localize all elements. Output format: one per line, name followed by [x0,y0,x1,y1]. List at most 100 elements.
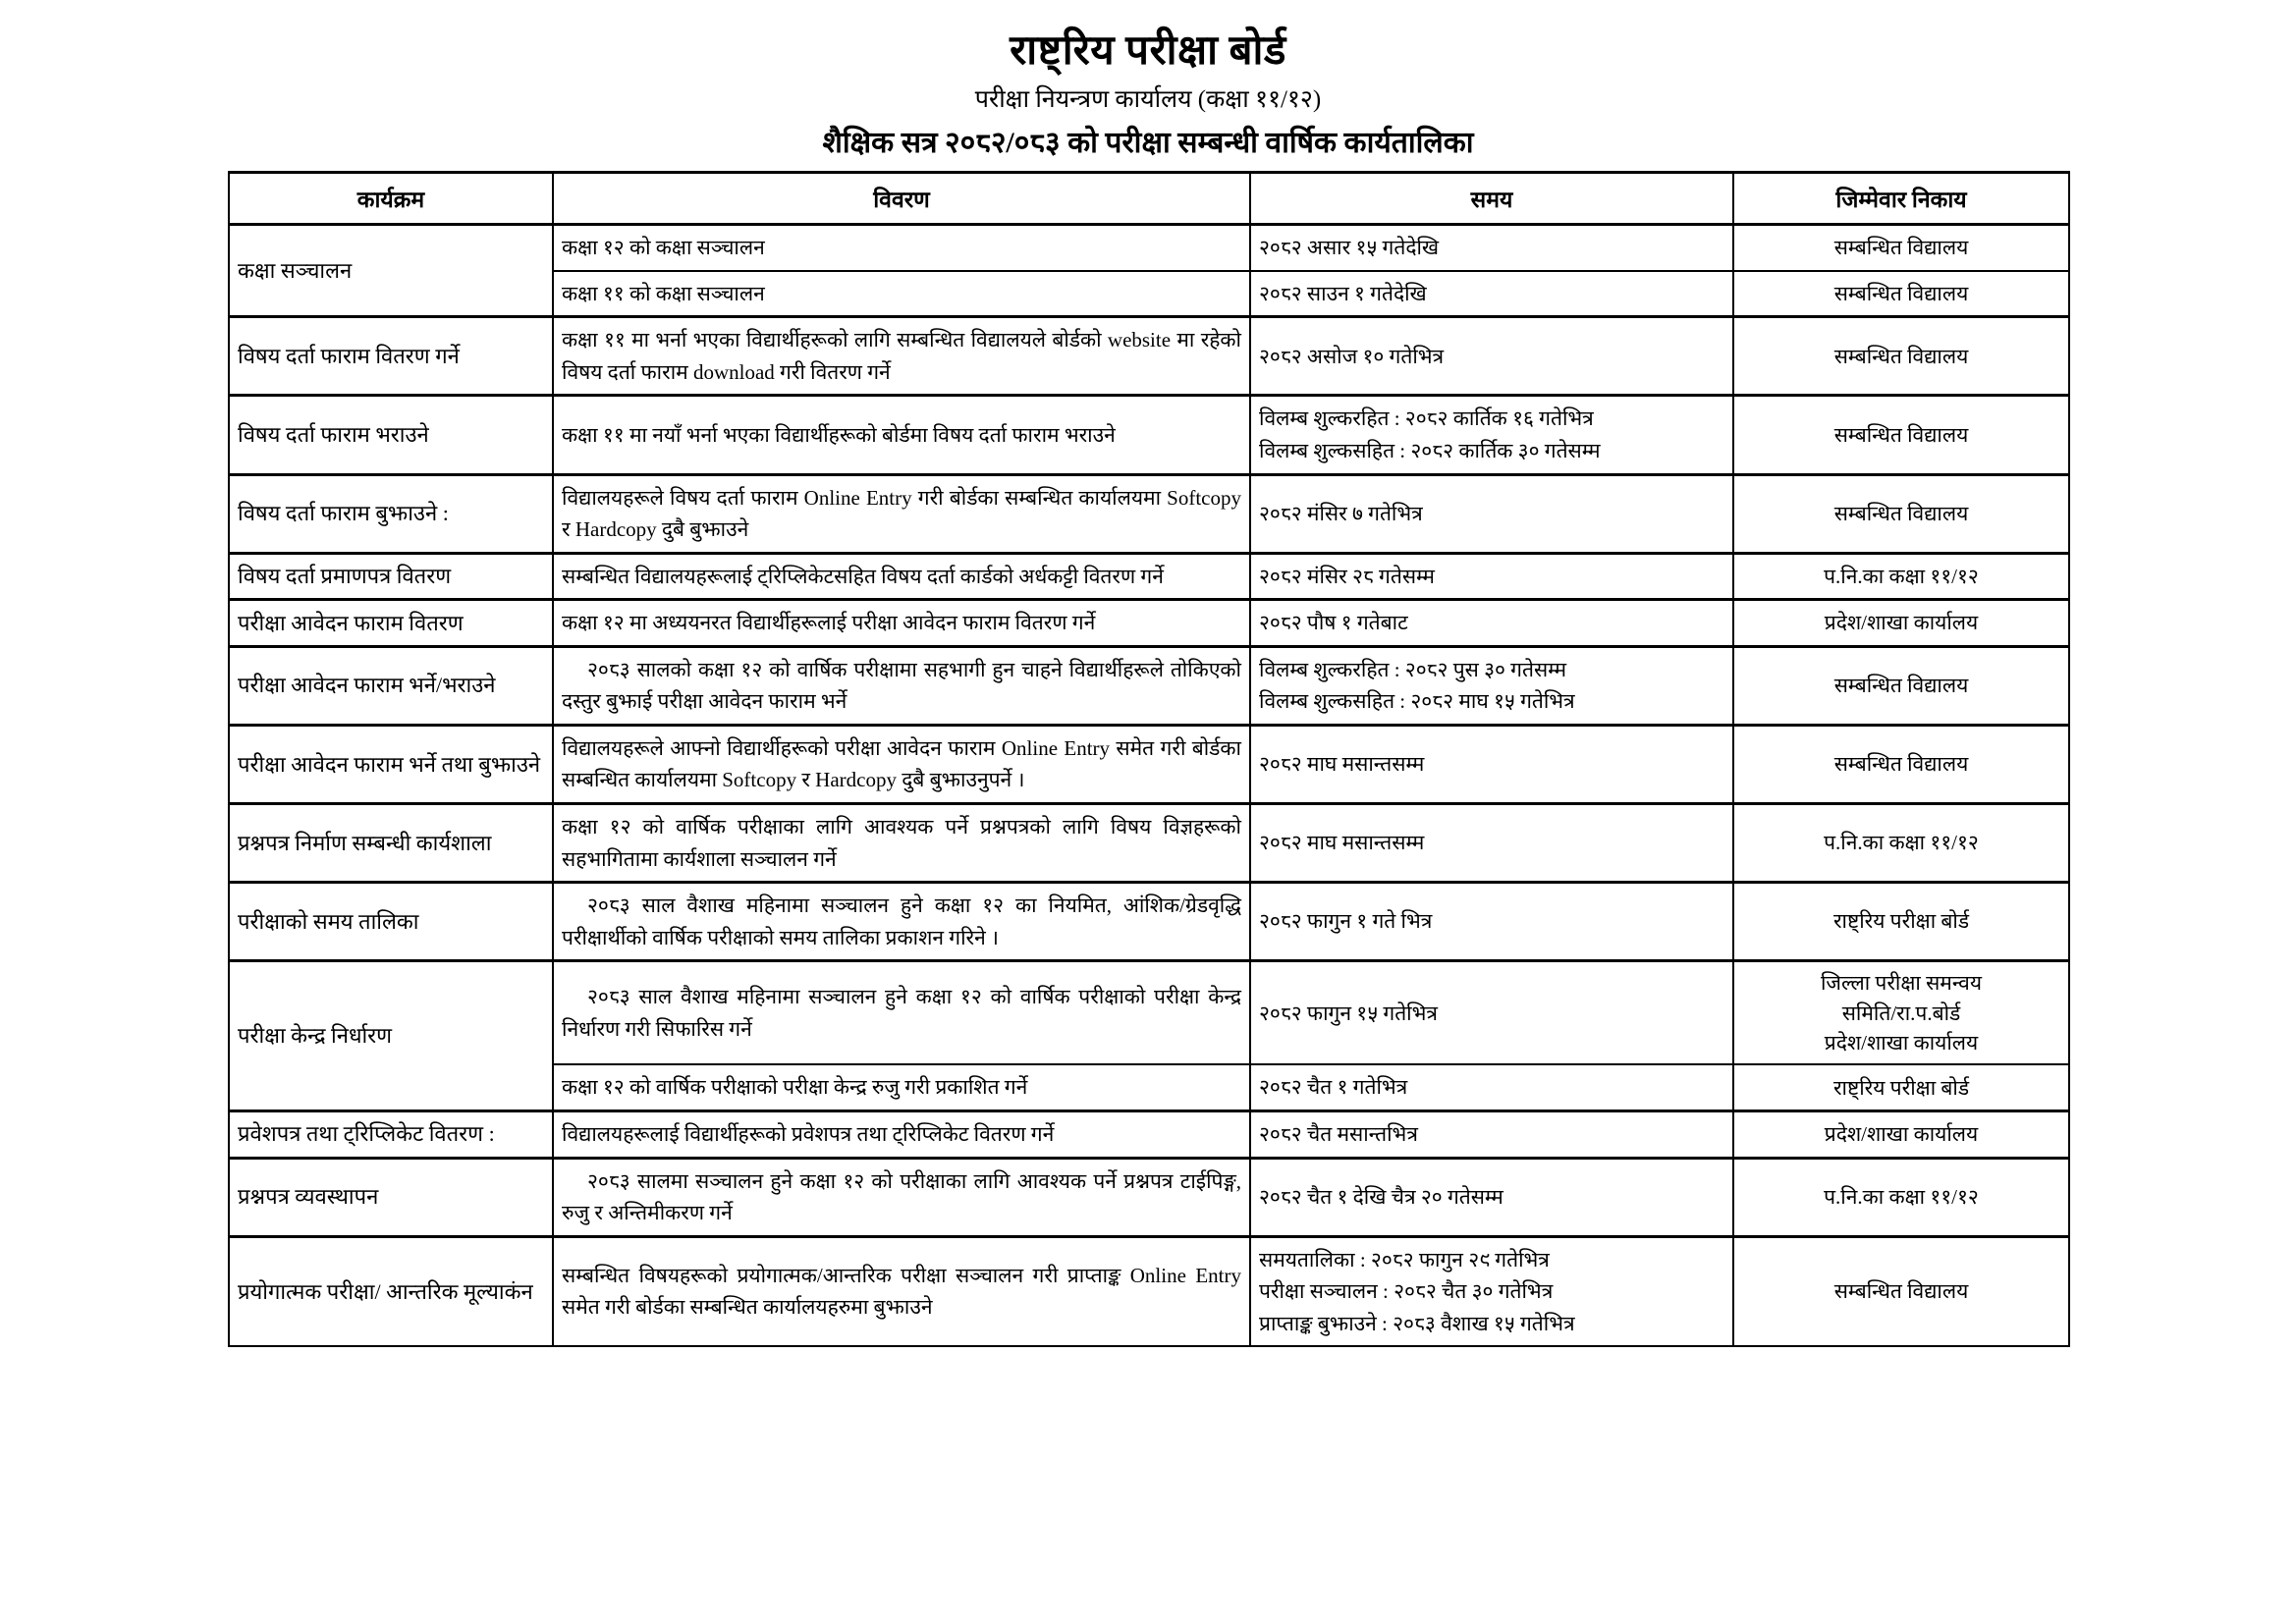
cell-authority: सम्बन्धित विद्यालय [1732,223,2070,272]
table-row: विषय दर्ता फाराम बुझाउने : विद्यालयहरूले … [228,472,2070,555]
cell-detail: कक्षा १२ को वार्षिक परीक्षाको परीक्षा के… [552,1063,1251,1112]
cell-detail: विद्यालयहरूले आफ्नो विद्यार्थीहरूको परीक… [552,723,1251,805]
authority-line: प्रदेश/शाखा कार्यालय [1824,1031,1979,1056]
cell-time: २०८२ चैत १ गतेभित्र [1249,1063,1734,1112]
cell-authority: प्रदेश/शाखा कार्यालय [1732,598,2070,648]
cell-program: परीक्षा आवेदन फाराम भर्ने/भराउने [228,644,554,727]
table-header-row: कार्यक्रम विवरण समय जिम्मेवार निकाय [228,171,2070,227]
time-line: विलम्ब शुल्करहित : २०८२ पुस ३० गतेसम्म [1259,657,1567,681]
cell-program: प्रश्नपत्र व्यवस्थापन [228,1156,554,1238]
cell-time: २०८२ असार १५ गतेदेखि [1249,223,1734,272]
cell-authority: प.नि.का कक्षा ११/१२ [1732,1156,2070,1238]
cell-time: २०८२ असोज १० गतेभित्र [1249,315,1734,397]
cell-authority: सम्बन्धित विद्यालय [1732,269,2070,318]
cell-detail: विद्यालयहरूले विषय दर्ता फाराम Online En… [552,472,1251,555]
cell-detail: कक्षा ११ मा भर्ना भएका विद्यार्थीहरूको ल… [552,315,1251,397]
cell-detail: कक्षा ११ मा नयाँ भर्ना भएका विद्यार्थीहर… [552,394,1251,476]
cell-time: २०८२ पौष १ गतेबाट [1249,598,1734,648]
cell-program: विषय दर्ता फाराम वितरण गर्ने [228,315,554,397]
cell-time: २०८२ चैत १ देखि चैत्र २० गतेसम्म [1249,1156,1734,1238]
cell-authority: सम्बन्धित विद्यालय [1732,394,2070,476]
cell-detail: कक्षा ११ को कक्षा सञ्चालन [552,269,1251,318]
table-row: विषय दर्ता फाराम भराउने कक्षा ११ मा नयाँ … [228,394,2070,476]
cell-authority: राष्ट्रिय परीक्षा बोर्ड [1732,1063,2070,1112]
table-row: कक्षा सञ्चालन कक्षा १२ को कक्षा सञ्चालन २०… [228,223,2070,318]
cell-authority: सम्बन्धित विद्यालय [1732,472,2070,555]
cell-program: प्रश्नपत्र निर्माण सम्बन्धी कार्यशाला [228,801,554,884]
cell-program: परीक्षाको समय तालिका [228,881,554,962]
cell-program: कक्षा सञ्चालन [228,223,554,318]
cell-time: विलम्ब शुल्करहित : २०८२ कार्तिक १६ गतेभि… [1249,394,1734,476]
table-row: कक्षा ११ को कक्षा सञ्चालन २०८२ साउन १ गते… [229,269,2070,318]
cell-authority: सम्बन्धित विद्यालय [1732,315,2070,397]
page-title: राष्ट्रिय परीक्षा बोर्ड [1010,28,1286,74]
cell-authority: जिल्ला परीक्षा समन्वय समिति/रा.प.बोर्ड प्र… [1732,959,2070,1066]
cell-time: २०८२ मंसिर २८ गतेसम्म [1249,551,1734,601]
page-subtitle: परीक्षा नियन्त्रण कार्यालय (कक्षा ११/१२) [974,86,1322,114]
cell-detail: २०८३ सालमा सञ्चालन हुने कक्षा १२ को परीक… [552,1156,1251,1238]
cell-authority: प.नि.का कक्षा ११/१२ [1732,801,2070,884]
table-header: कार्यक्रम विवरण समय जिम्मेवार निकाय [228,171,2070,227]
column-header-detail: विवरण [552,171,1251,227]
time-line: विलम्ब शुल्करहित : २०८२ कार्तिक १६ गतेभि… [1259,406,1594,431]
time-line: विलम्ब शुल्कसहित : २०८२ कार्तिक ३० गतेसम… [1259,439,1601,463]
table-row: परीक्षा केन्द्र निर्धारण २०८३ साल वैशाख म… [228,959,2070,1112]
column-header-time: समय [1249,171,1734,227]
schedule-table-wrapper: कार्यक्रम विवरण समय जिम्मेवार निकाय कक्ष… [0,171,2296,1348]
time-line: परीक्षा सञ्चालन : २०८२ चैत ३० गतेभित्र [1259,1279,1554,1304]
cell-time: २०८२ साउन १ गतेदेखि [1249,269,1734,318]
cell-authority: राष्ट्रिय परीक्षा बोर्ड [1732,881,2070,962]
table-row: प्रयोगात्मक परीक्षा/ आन्तरिक मूल्याकंन सम… [228,1234,2070,1348]
academic-session-line: शैक्षिक सत्र २०८२/०८३ को परीक्षा सम्बन्ध… [822,126,1474,159]
cell-authority: प्रदेश/शाखा कार्यालय [1732,1110,2070,1160]
cell-time: २०८२ माघ मसान्तसम्म [1249,723,1734,805]
authority-line: जिल्ला परीक्षा समन्वय [1820,971,1982,996]
time-line: समयतालिका : २०८२ फागुन २९ गतेभित्र [1259,1247,1550,1272]
cell-detail: कक्षा १२ को वार्षिक परीक्षाका लागि आवश्य… [552,801,1251,884]
document-header: राष्ट्रिय परीक्षा बोर्ड परीक्षा नियन्त्र… [0,0,2296,161]
cell-program: विषय दर्ता प्रमाणपत्र वितरण [228,551,554,601]
cell-authority: सम्बन्धित विद्यालय [1732,723,2070,805]
cell-time: विलम्ब शुल्करहित : २०८२ पुस ३० गतेसम्म वि… [1249,644,1734,727]
cell-detail: २०८३ सालको कक्षा १२ को वार्षिक परीक्षामा… [552,644,1251,727]
table-row: परीक्षाको समय तालिका २०८३ साल वैशाख महिना… [228,881,2070,962]
cell-time: समयतालिका : २०८२ फागुन २९ गतेभित्र परीक्ष… [1249,1234,1734,1348]
table-row: विषय दर्ता फाराम वितरण गर्ने कक्षा ११ मा … [228,315,2070,397]
table-row: विषय दर्ता प्रमाणपत्र वितरण सम्बन्धित विद… [228,551,2070,601]
cell-program: प्रवेशपत्र तथा ट्रिप्लिकेट वितरण : [228,1110,554,1160]
cell-detail: कक्षा १२ मा अध्ययनरत विद्यार्थीहरूलाई पर… [552,598,1251,648]
cell-program: विषय दर्ता फाराम भराउने [228,394,554,476]
cell-program: परीक्षा केन्द्र निर्धारण [228,959,554,1112]
table-row: कक्षा १२ को वार्षिक परीक्षाको परीक्षा के… [229,1063,2070,1112]
cell-detail: विद्यालयहरूलाई विद्यार्थीहरूको प्रवेशपत्… [552,1110,1251,1160]
cell-time: २०८२ मंसिर ७ गतेभित्र [1249,472,1734,555]
table-row: परीक्षा आवेदन फाराम वितरण कक्षा १२ मा अध्… [228,598,2070,648]
cell-time: २०८२ चैत मसान्तभित्र [1249,1110,1734,1160]
cell-detail: सम्बन्धित विषयहरूको प्रयोगात्मक/आन्तरिक … [552,1234,1251,1348]
cell-time: २०८२ फागुन १५ गतेभित्र [1249,959,1734,1066]
column-header-authority: जिम्मेवार निकाय [1732,171,2070,227]
table-body: कक्षा सञ्चालन कक्षा १२ को कक्षा सञ्चालन २०… [228,223,2070,1348]
time-line: प्राप्ताङ्क बुझाउने : २०८३ वैशाख १५ गतेभ… [1259,1311,1575,1335]
table-row: प्रवेशपत्र तथा ट्रिप्लिकेट वितरण : विद्या… [228,1110,2070,1160]
cell-detail: २०८३ साल वैशाख महिनामा सञ्चालन हुने कक्ष… [552,881,1251,962]
cell-time: २०८२ माघ मसान्तसम्म [1249,801,1734,884]
table-row: परीक्षा आवेदन फाराम भर्ने तथा बुझाउने विद… [228,723,2070,805]
cell-program: प्रयोगात्मक परीक्षा/ आन्तरिक मूल्याकंन [228,1234,554,1348]
table-row: प्रश्नपत्र व्यवस्थापन २०८३ सालमा सञ्चालन … [228,1156,2070,1238]
cell-detail: कक्षा १२ को कक्षा सञ्चालन [552,223,1251,272]
cell-time: २०८२ फागुन १ गते भित्र [1249,881,1734,962]
cell-detail: २०८३ साल वैशाख महिनामा सञ्चालन हुने कक्ष… [552,959,1251,1066]
time-line: विलम्ब शुल्कसहित : २०८२ माघ १५ गतेभित्र [1259,689,1575,714]
cell-authority: प.नि.का कक्षा ११/१२ [1732,551,2070,601]
authority-line: समिति/रा.प.बोर्ड [1841,1001,1961,1025]
table-row: प्रश्नपत्र निर्माण सम्बन्धी कार्यशाला कक्… [228,801,2070,884]
cell-detail: सम्बन्धित विद्यालयहरूलाई ट्रिप्लिकेटसहित… [552,551,1251,601]
cell-authority: सम्बन्धित विद्यालय [1732,1234,2070,1348]
column-header-program: कार्यक्रम [228,171,554,227]
cell-program: परीक्षा आवेदन फाराम वितरण [228,598,554,648]
table-row: परीक्षा आवेदन फाराम भर्ने/भराउने २०८३ साल… [228,644,2070,727]
cell-authority: सम्बन्धित विद्यालय [1732,644,2070,727]
cell-program: विषय दर्ता फाराम बुझाउने : [228,472,554,555]
